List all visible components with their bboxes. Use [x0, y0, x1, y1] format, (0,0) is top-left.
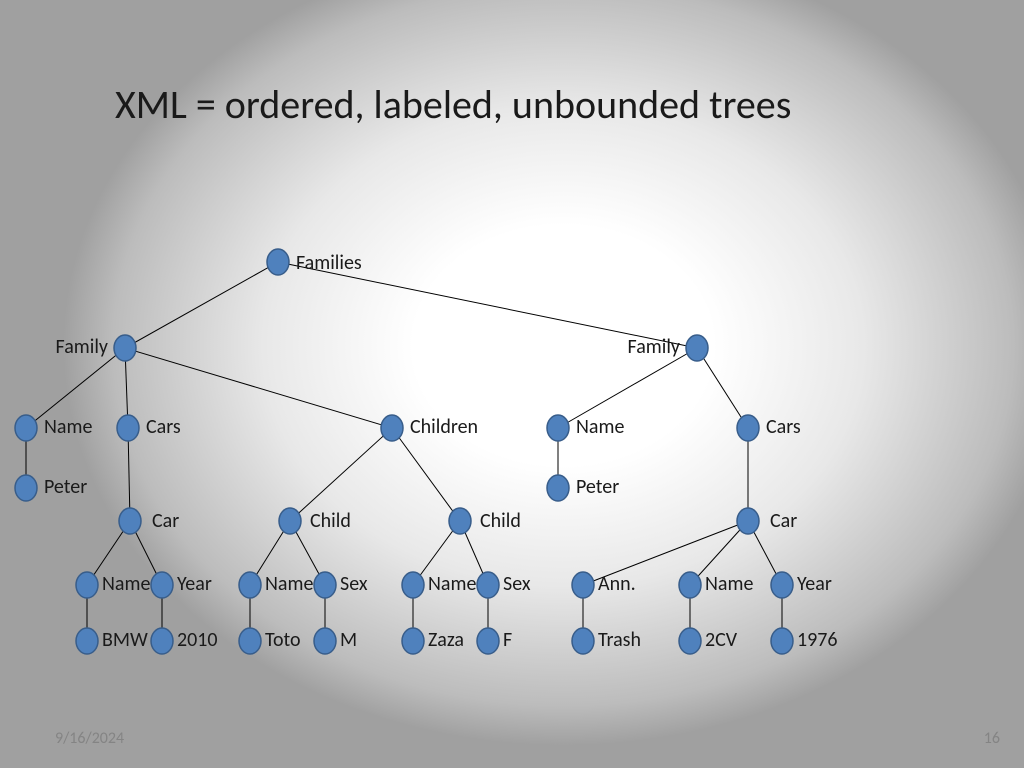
tree-node-label: Toto	[265, 628, 301, 652]
tree-node	[572, 628, 594, 654]
tree-node	[737, 415, 759, 441]
tree-node-label: Children	[410, 415, 478, 439]
tree-node	[679, 572, 701, 598]
tree-node-label: Car	[152, 509, 179, 533]
tree-node	[402, 628, 424, 654]
tree-node	[381, 415, 403, 441]
tree-node	[151, 628, 173, 654]
tree-node-label: Year	[797, 572, 832, 596]
tree-node	[239, 628, 261, 654]
tree-node-label: Name	[576, 415, 624, 439]
tree-node	[737, 508, 759, 534]
tree-edge	[290, 428, 392, 521]
tree-node	[449, 508, 471, 534]
tree-edge	[128, 428, 130, 521]
tree-node-label: F	[503, 628, 512, 652]
tree-node	[267, 249, 289, 275]
tree-edge	[392, 428, 460, 521]
tree-node	[151, 572, 173, 598]
tree-node-label: Child	[480, 509, 521, 533]
tree-node-label: Year	[177, 572, 212, 596]
tree-node-label: Car	[770, 509, 797, 533]
slide: XML = ordered, labeled, unbounded trees …	[0, 0, 1024, 768]
tree-node-label: Ann.	[598, 572, 636, 596]
xml-tree-diagram: Families Family Family Name Cars Children Name…	[0, 0, 1024, 768]
tree-node	[477, 628, 499, 654]
tree-node	[119, 508, 141, 534]
tree-node	[314, 572, 336, 598]
tree-node-label: Name	[44, 415, 92, 439]
tree-node-label: 2010	[177, 628, 218, 652]
tree-node-label: Trash	[598, 628, 641, 652]
tree-node	[679, 628, 701, 654]
tree-node	[477, 572, 499, 598]
tree-node-label: 1976	[797, 628, 838, 652]
tree-edge	[697, 348, 748, 428]
tree-node-label: Child	[310, 509, 351, 533]
tree-node	[279, 508, 301, 534]
tree-node	[15, 415, 37, 441]
tree-node	[686, 335, 708, 361]
tree-node-label: Name	[705, 572, 753, 596]
tree-edge	[125, 262, 278, 348]
tree-node-label: 2CV	[705, 628, 738, 652]
tree-node-label: Sex	[503, 572, 531, 596]
tree-node	[76, 628, 98, 654]
tree-node-label: Cars	[766, 415, 801, 439]
footer-date: 9/16/2024	[55, 729, 124, 748]
tree-node	[771, 572, 793, 598]
tree-node	[76, 572, 98, 598]
tree-node	[114, 335, 136, 361]
tree-node-label: Peter	[44, 475, 87, 499]
tree-node-label: Zaza	[428, 628, 464, 652]
footer-page-number: 16	[984, 729, 1000, 748]
tree-node-label: Name	[265, 572, 313, 596]
tree-node-label: BMW	[102, 628, 148, 652]
tree-node-label: M	[340, 628, 357, 652]
tree-node-label: Family	[628, 335, 680, 359]
tree-node-label: Families	[296, 251, 362, 275]
tree-node	[771, 628, 793, 654]
tree-node	[15, 475, 37, 501]
tree-node	[572, 572, 594, 598]
tree-node-label: Family	[56, 335, 108, 359]
tree-node	[402, 572, 424, 598]
tree-node	[117, 415, 139, 441]
tree-node	[314, 628, 336, 654]
tree-node-label: Peter	[576, 475, 619, 499]
tree-node	[239, 572, 261, 598]
tree-node-label: Name	[428, 572, 476, 596]
tree-node-label: Name	[102, 572, 150, 596]
tree-node	[547, 475, 569, 501]
tree-node-label: Cars	[146, 415, 181, 439]
tree-node-label: Sex	[340, 572, 368, 596]
tree-node	[547, 415, 569, 441]
